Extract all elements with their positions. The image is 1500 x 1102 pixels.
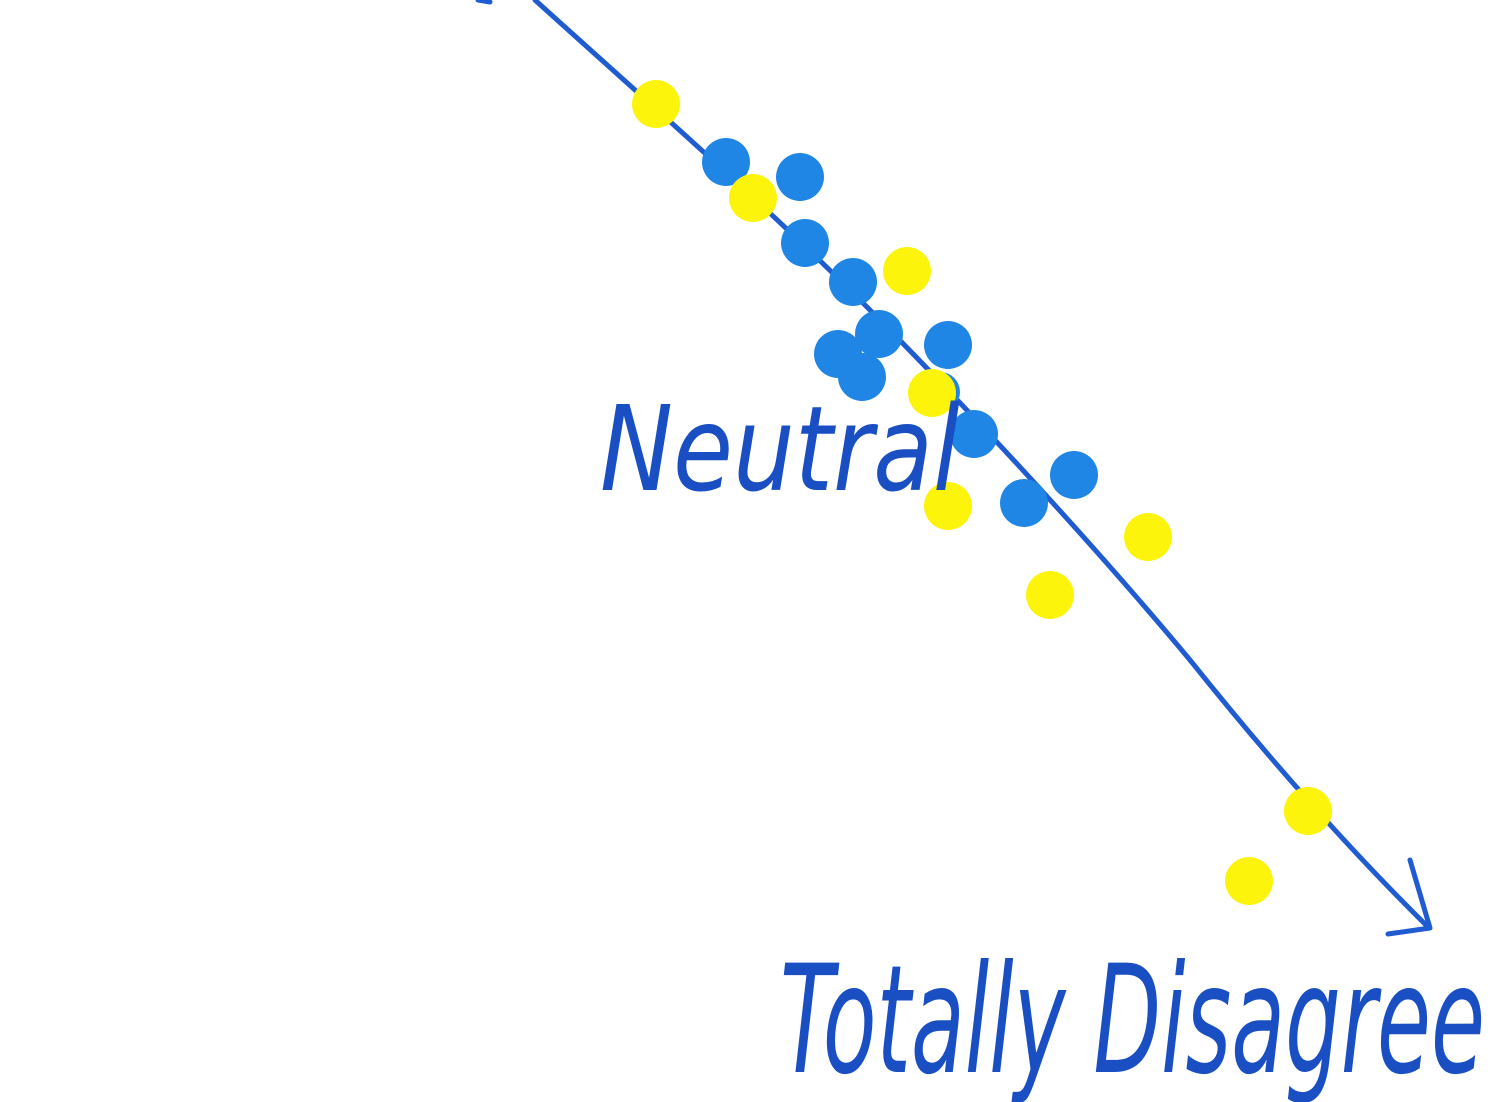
blue-dot (702, 138, 750, 186)
blue-dot (829, 258, 877, 306)
blue-dot (1050, 451, 1098, 499)
neutral-label: Neutral (600, 380, 960, 518)
blue-dot (1000, 479, 1048, 527)
yellow-dots (632, 80, 1332, 905)
yellow-dot (924, 482, 972, 530)
yellow-dot (1124, 513, 1172, 561)
scale-line-top-stub (475, 0, 493, 5)
blue-dot (781, 219, 829, 267)
yellow-dot (729, 174, 777, 222)
yellow-dot (883, 247, 931, 295)
blue-dot (855, 310, 903, 358)
scale-line (532, 0, 1431, 930)
yellow-dot (1284, 787, 1332, 835)
yellow-dot (908, 369, 956, 417)
yellow-dot (1225, 857, 1273, 905)
yellow-dot (632, 80, 680, 128)
blue-dot (776, 153, 824, 201)
blue-dot (950, 410, 998, 458)
scale-arrow (475, 0, 1433, 937)
arrowhead (1385, 857, 1433, 937)
blue-dot (838, 353, 886, 401)
blue-dot (924, 321, 972, 369)
yellow-dot (1026, 571, 1074, 619)
totally-disagree-label: Totally Disagree (780, 934, 1485, 1102)
